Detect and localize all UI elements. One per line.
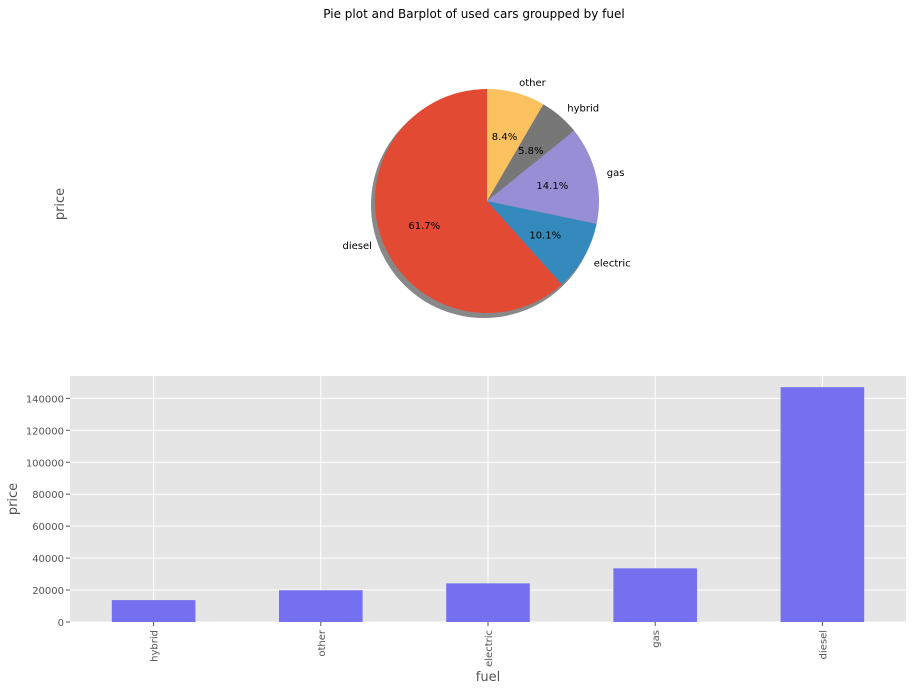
pie-slice-gas bbox=[487, 130, 599, 224]
pie-slice-electric bbox=[487, 201, 597, 285]
bar-ytick-label: 20000 bbox=[32, 586, 64, 597]
bar-ytick-label: 120000 bbox=[26, 426, 64, 437]
pie-ylabel: price bbox=[53, 188, 68, 220]
bar-xtick-label-electric: electric bbox=[484, 630, 495, 667]
pie-percent-label-electric: 10.1% bbox=[529, 231, 561, 242]
bar-other bbox=[279, 590, 363, 622]
bar-xlabel: fuel bbox=[476, 670, 500, 685]
bar-electric bbox=[446, 583, 530, 622]
bar-xtick-label-diesel: diesel bbox=[818, 630, 829, 659]
bar-xtick-label-hybrid: hybrid bbox=[150, 630, 161, 662]
bar-ytick-label: 40000 bbox=[32, 554, 64, 565]
pie-category-label-gas: gas bbox=[607, 168, 625, 179]
pie-category-label-electric: electric bbox=[594, 258, 631, 269]
bar-chart: 020000400006000080000100000120000140000 … bbox=[6, 376, 906, 685]
pie-percent-label-gas: 14.1% bbox=[536, 181, 568, 192]
bar-ytick-label: 60000 bbox=[32, 522, 64, 533]
bar-ytick-label: 140000 bbox=[26, 394, 64, 405]
pie-category-label-other: other bbox=[519, 78, 547, 89]
bar-bars bbox=[111, 387, 865, 622]
pie-slice-other bbox=[487, 89, 544, 201]
bar-xtick-label-other: other bbox=[317, 629, 328, 657]
pie-slice-diesel bbox=[374, 89, 562, 313]
bar-ytick-label: 80000 bbox=[32, 490, 64, 501]
figure-title: Pie plot and Barplot of used cars groupp… bbox=[323, 7, 624, 21]
pie-category-label-diesel: diesel bbox=[343, 241, 372, 252]
pie-chart: price 61.7% 10.1% 14.1% 5.8%8.4% diesel elec… bbox=[53, 78, 631, 318]
pie-percent-label-diesel: 61.7% bbox=[408, 221, 440, 232]
pie-category-labels: diesel electric gas hybrid other bbox=[343, 78, 631, 269]
pie-percent-labels: 61.7% 10.1% 14.1% 5.8%8.4% bbox=[408, 132, 568, 241]
bar-x-tick-labels: hybrid other electric gas diesel bbox=[150, 622, 829, 667]
bar-ytick-label: 100000 bbox=[26, 458, 64, 469]
bar-y-tick-labels: 0 20000 40000 60000 80000 100000 120000 140000 bbox=[26, 394, 70, 629]
bar-gas bbox=[613, 568, 697, 622]
bar-ylabel: price bbox=[6, 483, 21, 515]
pie-percent-label-other: 8.4% bbox=[492, 132, 517, 143]
bar-xtick-label-gas: gas bbox=[651, 630, 662, 648]
pie-slices bbox=[374, 89, 599, 313]
bar-diesel bbox=[780, 387, 865, 622]
bar-hybrid bbox=[111, 600, 196, 622]
bar-ytick-label: 0 bbox=[58, 618, 64, 629]
pie-percent-label-hybrid: 5.8% bbox=[518, 146, 543, 157]
pie-slice-hybrid bbox=[487, 104, 575, 201]
pie-category-label-hybrid: hybrid bbox=[567, 104, 599, 115]
